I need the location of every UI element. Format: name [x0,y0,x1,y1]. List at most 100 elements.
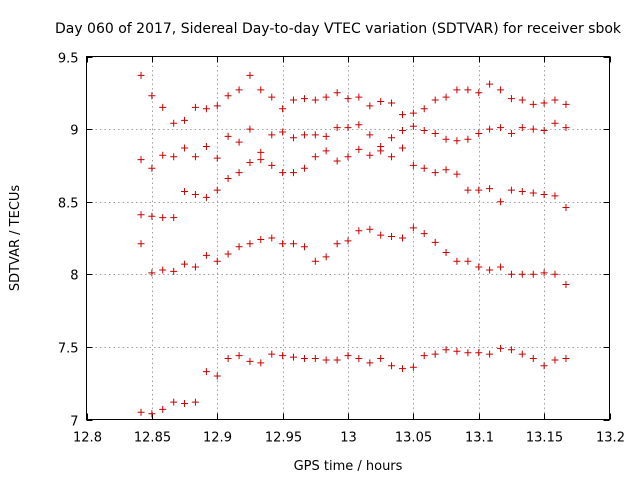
data-point [137,408,145,416]
y-tick-label: 9 [70,124,78,139]
data-point [442,346,450,354]
data-point [224,132,232,140]
series-s1 [137,71,570,127]
data-point [181,400,189,408]
data-point [202,143,210,151]
data-point [464,135,472,143]
data-point [300,243,308,251]
data-point [453,86,461,94]
data-point [333,356,341,364]
data-point [442,249,450,257]
data-point [300,131,308,139]
data-point [486,80,494,88]
data-point [268,161,276,169]
data-point [420,230,428,238]
data-point [333,240,341,248]
data-point [551,192,559,200]
data-point [333,89,341,97]
data-point [399,144,407,152]
data-point [507,270,515,278]
data-point [551,119,559,127]
data-point [289,134,297,142]
data-point [246,240,254,248]
data-point [388,153,396,161]
data-point [235,169,243,177]
data-point [213,257,221,265]
data-point [181,144,189,152]
data-point [311,257,319,265]
data-point [300,95,308,103]
data-point [518,96,526,104]
data-point [562,355,570,363]
data-point [191,190,199,198]
data-point [181,116,189,124]
data-point [181,188,189,196]
data-point [529,355,537,363]
data-point [322,132,330,140]
data-point [464,349,472,357]
data-point [420,164,428,172]
series-s3 [137,144,570,222]
data-point [170,267,178,275]
data-point [507,129,515,137]
data-point [311,153,319,161]
data-point [202,105,210,113]
y-tick-label: 7 [70,415,78,430]
data-point [137,211,145,219]
data-point [344,153,352,161]
data-point [279,352,287,360]
data-point [311,131,319,139]
data-point [486,266,494,274]
data-point [540,362,548,370]
data-point [257,359,265,367]
x-tick-label: 12.8 [73,431,102,446]
data-point [442,135,450,143]
data-point [148,212,156,220]
data-point [268,234,276,242]
data-point [202,368,210,376]
data-point [246,357,254,365]
data-point [518,270,526,278]
data-point [344,237,352,245]
data-point [257,148,265,156]
series-s4 [137,224,570,288]
series-s5 [137,344,570,418]
data-point [366,131,374,139]
data-point [518,188,526,196]
data-point [551,270,559,278]
data-point [464,86,472,94]
x-tick-label: 13 [340,431,357,446]
data-point [355,227,363,235]
data-point [497,86,505,94]
data-point [268,131,276,139]
data-point [409,363,417,371]
data-point [486,185,494,193]
data-point [497,344,505,352]
data-point [442,93,450,101]
data-point [181,260,189,268]
data-point [224,92,232,100]
data-point [529,189,537,197]
data-point [431,238,439,246]
data-point [257,156,265,164]
data-point [148,410,156,418]
data-point [377,355,385,363]
data-point [366,102,374,110]
data-point [148,92,156,100]
data-point [333,157,341,165]
data-point [540,127,548,135]
data-point [224,174,232,182]
y-tick-label: 9.5 [58,52,79,67]
x-tick-label: 12.85 [134,431,171,446]
data-point [453,347,461,355]
data-point [322,93,330,101]
data-point [464,257,472,265]
data-point [377,231,385,239]
data-point [388,99,396,107]
data-point [420,127,428,135]
data-point [322,356,330,364]
data-point [202,193,210,201]
data-point [507,346,515,354]
data-point [399,111,407,119]
data-point [420,352,428,360]
